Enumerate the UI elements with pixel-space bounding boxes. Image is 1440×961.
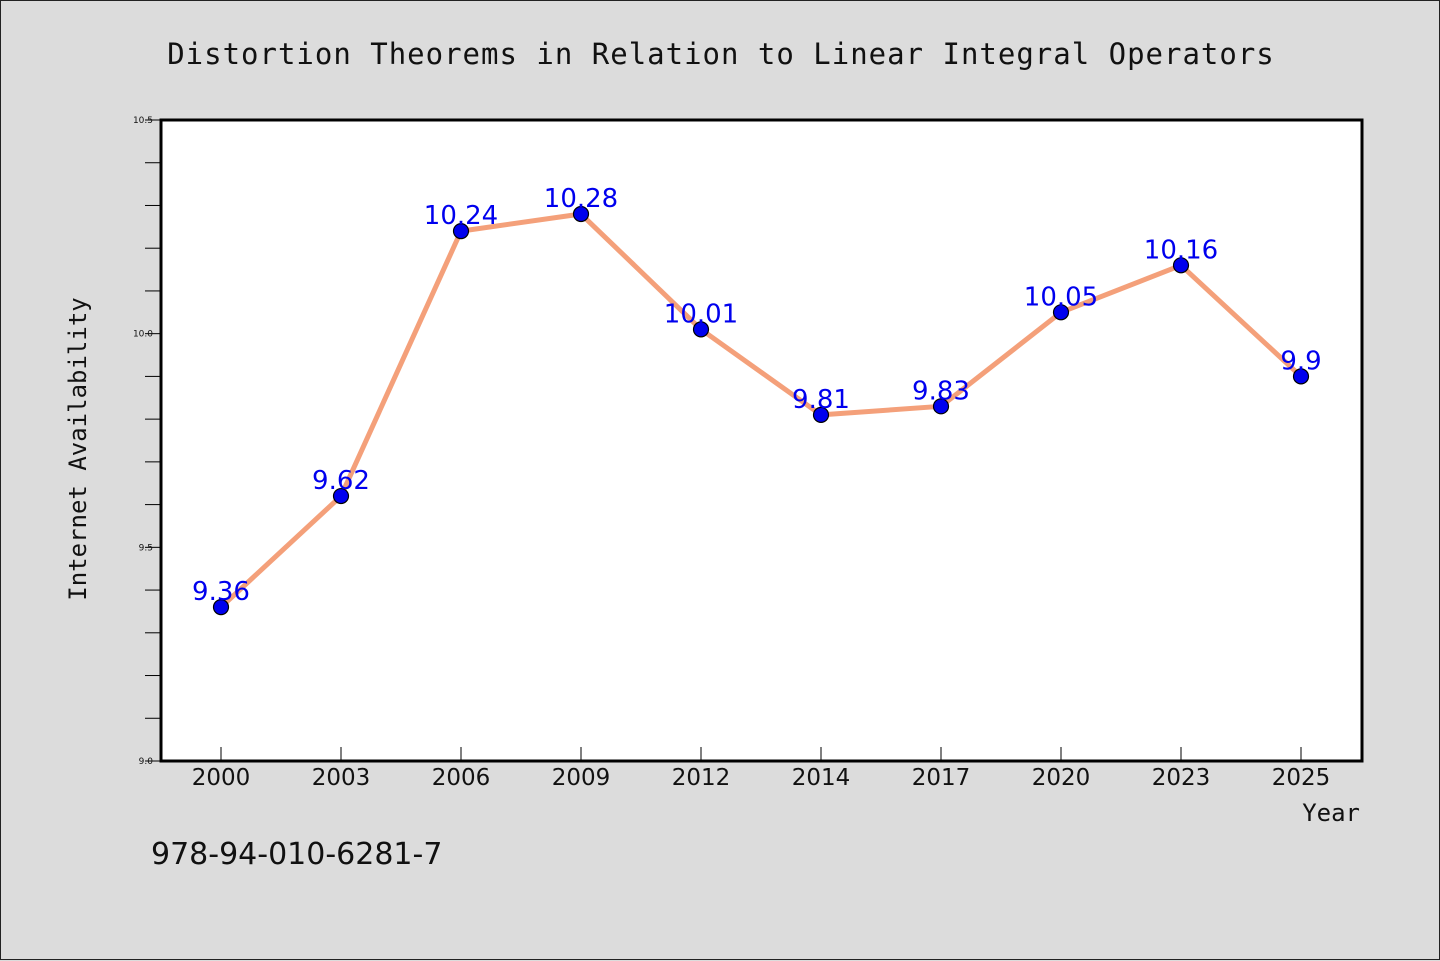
data-point (332, 487, 350, 505)
data-label: 10.24 (424, 201, 498, 231)
data-label: 10.05 (1024, 282, 1098, 312)
y-axis: 9.0 9.5 10.0 10.5 (133, 116, 161, 767)
data-point (692, 321, 710, 338)
data-label: 9.83 (912, 376, 970, 406)
data-point (452, 223, 470, 240)
y-tick-label: 10.5 (133, 116, 153, 126)
plot-area (159, 118, 1364, 763)
x-tick-label: 2023 (1152, 765, 1211, 791)
x-tick-label: 2009 (552, 765, 611, 791)
data-point (212, 599, 230, 616)
x-tick-label: 2020 (1032, 765, 1091, 791)
x-tick-label: 2006 (432, 765, 491, 791)
data-point (1292, 368, 1310, 385)
x-tick-label: 2012 (672, 765, 731, 791)
x-tick-label: 2025 (1272, 765, 1331, 791)
data-label: 10.16 (1144, 235, 1218, 265)
data-point (932, 398, 950, 415)
data-label: 10.28 (544, 184, 618, 214)
isbn-annotation: 978-94-010-6281-7 (151, 837, 442, 872)
data-point (572, 205, 590, 223)
data-label: 9.36 (192, 577, 250, 607)
data-labels: 9.36 9.62 10.24 10.28 10.01 9.81 9.83 10.05 10.1… (192, 184, 1322, 607)
data-point (1052, 304, 1070, 321)
x-axis-label: Year (1302, 799, 1360, 827)
chart-title: Distortion Theorems in Relation to Linea… (167, 37, 1275, 71)
data-label: 9.62 (312, 466, 370, 496)
x-tick-label: 2017 (912, 765, 971, 791)
y-axis-label: Internet Availability (64, 297, 92, 600)
y-tick-label: 9.0 (139, 757, 154, 767)
x-tick-label: 2014 (792, 765, 851, 791)
data-point (1172, 257, 1190, 274)
y-tick-label: 9.5 (139, 543, 153, 553)
x-tick-label: 2003 (312, 765, 371, 791)
x-axis: 2000 2003 2006 2009 2012 2014 2017 2020 2023 2025 (192, 747, 1331, 791)
x-tick-label: 2000 (192, 765, 251, 791)
data-point (812, 406, 830, 423)
series-line (218, 211, 1304, 610)
y-tick-label: 10.0 (133, 330, 153, 340)
series-line-group (218, 211, 1304, 610)
data-label: 9.81 (792, 385, 850, 415)
data-label: 9.9 (1280, 346, 1321, 376)
data-label: 10.01 (664, 299, 738, 329)
data-markers (212, 205, 1310, 616)
